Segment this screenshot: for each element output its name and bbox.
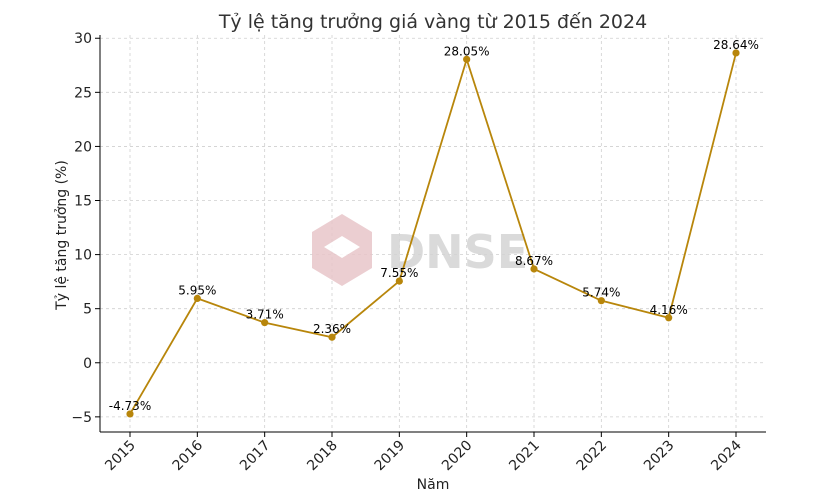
x-tick-label: 2020 (439, 438, 476, 475)
x-tick-labels: 2015 2016 2017 2018 2019 2020 2021 2022 2023 2024 (102, 437, 745, 474)
y-tick-label: 0 (83, 356, 92, 372)
data-label: -4.73% (109, 399, 151, 413)
data-label: 28.64% (713, 38, 759, 52)
x-axis-label: Năm (417, 477, 450, 493)
data-point (665, 314, 673, 322)
data-point (193, 294, 201, 303)
series (126, 49, 740, 418)
y-tick-label: 25 (74, 85, 92, 101)
x-tick-label: 2023 (641, 438, 678, 475)
data-point (732, 49, 740, 57)
y-tick-label: 5 (83, 302, 92, 318)
data-point (463, 55, 471, 63)
x-tick-label: 2018 (304, 438, 341, 475)
data-label: 28.05% (444, 44, 490, 58)
data-label: 8.67% (515, 254, 553, 268)
data-point (597, 297, 605, 305)
data-point (261, 319, 269, 327)
data-label: 4.16% (650, 303, 688, 317)
x-tick-label: 2017 (237, 438, 274, 475)
data-point (530, 265, 538, 273)
y-axis-label: Tỷ lệ tăng trưởng (%) (54, 160, 70, 311)
data-point (395, 277, 403, 285)
data-label: 7.55% (380, 266, 418, 280)
data-point (126, 410, 134, 418)
watermark-logo-inner (324, 236, 360, 258)
x-tick-label: 2019 (372, 438, 409, 475)
x-tick-label: 2024 (708, 437, 745, 474)
x-tick-label: 2021 (506, 438, 543, 475)
y-tick-label: −5 (71, 410, 92, 426)
y-tick-label: 15 (74, 194, 92, 210)
x-tick-label: 2022 (574, 438, 611, 475)
data-label: 3.71% (246, 308, 284, 322)
x-tick-label: 2016 (170, 437, 207, 474)
chart-title: Tỷ lệ tăng trưởng giá vàng từ 2015 đến 2… (218, 11, 647, 33)
data-label: 5.74% (582, 286, 620, 300)
data-labels: -4.73% 5.95% 3.71% 2.36% 7.55% 28.05% 8.67% 5.7… (109, 38, 759, 413)
y-tick-label: 10 (74, 248, 92, 264)
y-tick-label: 30 (74, 31, 92, 47)
data-label: 5.95% (178, 283, 216, 297)
watermark: DNSE (312, 214, 528, 286)
series-line (129, 52, 737, 415)
axes (95, 35, 766, 437)
data-point (328, 333, 336, 341)
watermark-text: DNSE (387, 225, 528, 279)
y-tick-labels: −5 0 5 10 15 20 25 30 (71, 31, 92, 426)
x-tick-label: 2015 (102, 438, 139, 475)
y-tick-label: 20 (74, 139, 92, 155)
data-label: 2.36% (313, 322, 351, 336)
grid (100, 35, 766, 432)
